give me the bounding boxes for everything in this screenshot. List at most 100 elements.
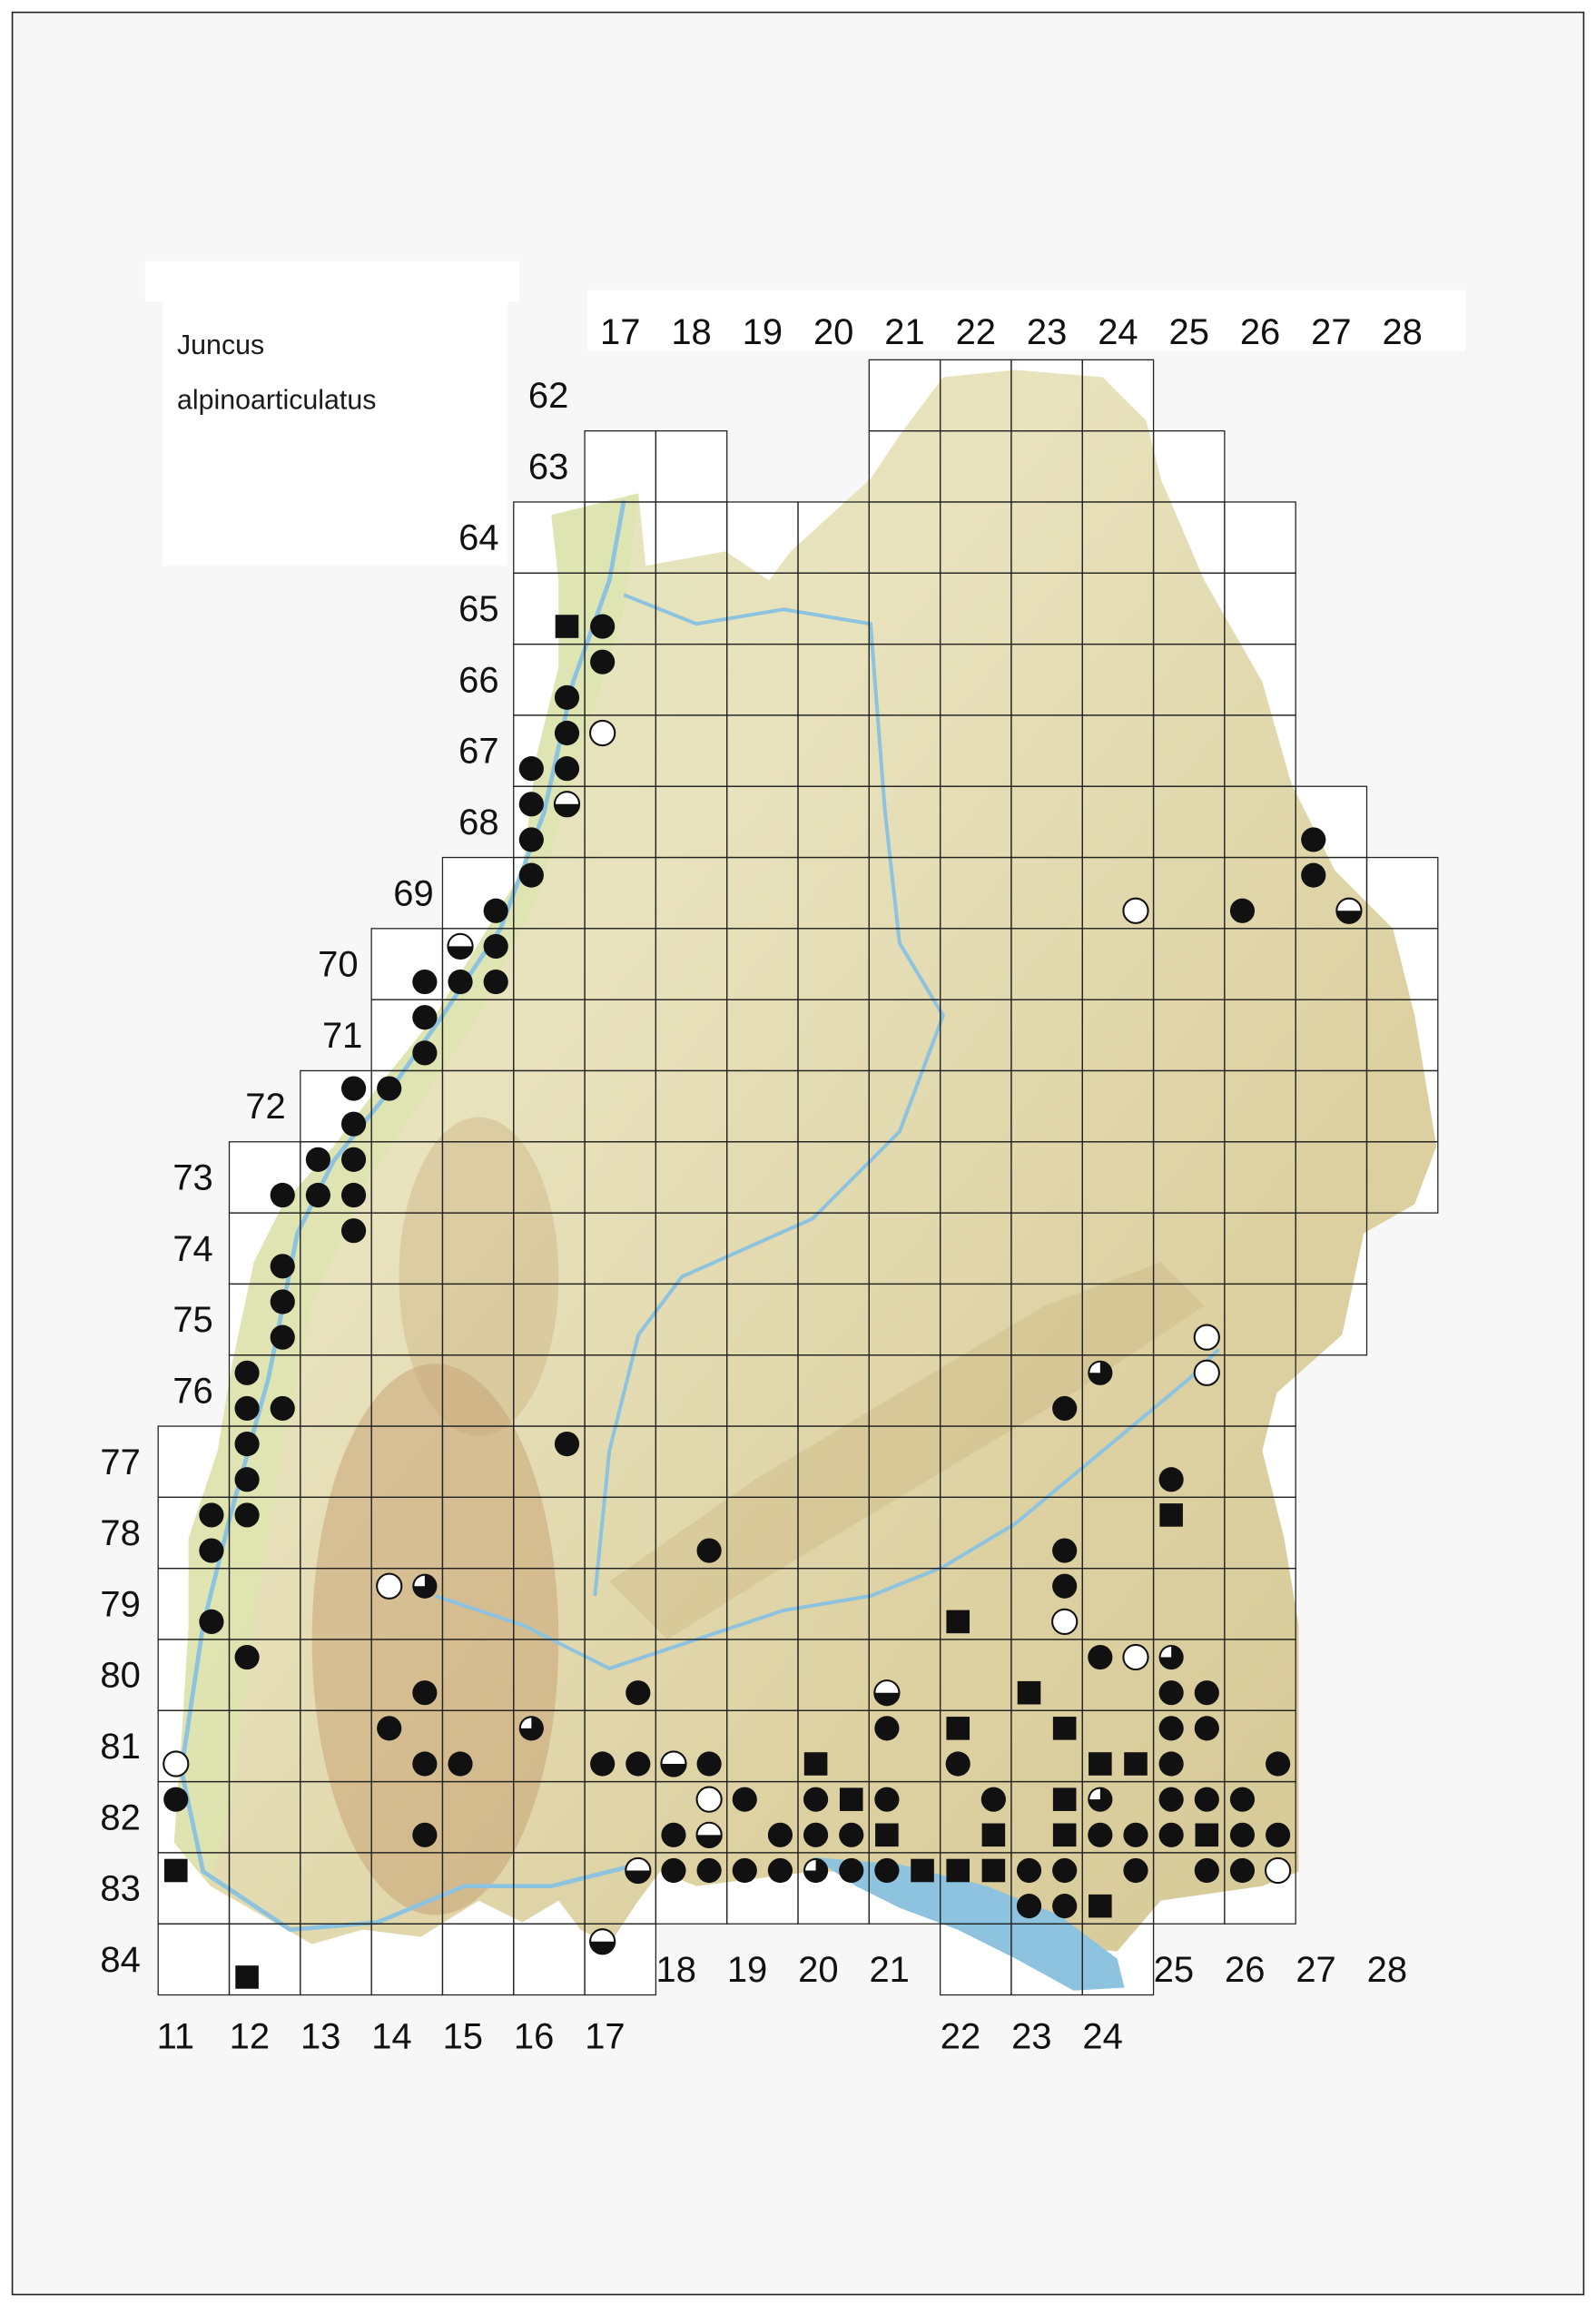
column-label-bottom: 16 — [514, 2017, 554, 2057]
row-label: 83 — [100, 1869, 140, 1909]
grid-cell — [1081, 1923, 1155, 1996]
open-circle-marker — [163, 1750, 190, 1777]
filled-circle-marker — [234, 1644, 260, 1670]
open-circle-marker — [695, 1786, 723, 1813]
filled-circle-marker — [234, 1360, 260, 1385]
filled-circle-marker — [483, 898, 508, 923]
open-circle-marker — [1122, 1643, 1149, 1671]
row-label: 63 — [528, 447, 568, 487]
filled-circle-marker — [412, 1040, 438, 1066]
column-label-top: 20 — [813, 312, 853, 352]
filled-square-marker — [981, 1823, 1006, 1847]
three-quarter-filled-circle-marker — [1158, 1644, 1184, 1670]
swabian-jura-relief — [609, 1262, 1205, 1639]
filled-circle-marker — [1016, 1857, 1042, 1884]
filled-circle-marker — [1016, 1894, 1042, 1919]
grid-cell — [1365, 1141, 1439, 1214]
filled-square-marker — [235, 1965, 259, 1989]
row-label: 67 — [458, 732, 498, 772]
filled-circle-marker — [590, 1751, 616, 1777]
filled-circle-marker — [234, 1395, 260, 1422]
row-label: 64 — [458, 518, 498, 558]
land-relief — [173, 369, 1437, 1952]
grid-cell — [584, 1923, 657, 1996]
filled-circle-marker — [518, 827, 544, 852]
filled-circle-marker — [340, 1147, 367, 1172]
filled-circle-marker — [839, 1822, 864, 1847]
grid-labels: 17 18 19 20 21 22 23 24 25 26 27 28 62 63 64 65 66 67 68 69… — [100, 312, 1422, 2057]
three-quarter-filled-circle-marker — [1088, 1360, 1113, 1385]
column-label-bottom: 25 — [1154, 1950, 1194, 1990]
grid-cell — [1224, 1852, 1296, 1925]
column-label-band — [587, 290, 1466, 351]
species-genus: Juncus — [176, 330, 265, 361]
row-label: 62 — [528, 376, 568, 416]
row-label: 68 — [458, 802, 498, 842]
filled-circle-marker — [1052, 1573, 1078, 1599]
three-quarter-filled-circle-marker — [1088, 1787, 1113, 1812]
row-label: 71 — [322, 1016, 362, 1056]
filled-circle-marker — [1194, 1680, 1219, 1706]
column-label-bottom: 20 — [798, 1950, 838, 1990]
filled-circle-marker — [518, 756, 544, 782]
filled-circle-marker — [874, 1787, 900, 1812]
column-label-bottom: 17 — [585, 2017, 625, 2057]
half-filled-circle-marker — [589, 1928, 616, 1955]
filled-circle-marker — [270, 1324, 295, 1350]
filled-circle-marker — [980, 1787, 1006, 1812]
open-circle-marker — [589, 719, 616, 747]
occurrence-markers — [163, 614, 1363, 1989]
filled-circle-marker — [1194, 1857, 1219, 1884]
filled-square-marker — [1052, 1717, 1077, 1740]
filled-circle-marker — [554, 720, 580, 746]
filled-circle-marker — [1052, 1857, 1078, 1884]
grid-cell-bg — [371, 1924, 443, 1995]
filled-square-marker — [875, 1823, 899, 1847]
filled-circle-marker — [377, 1716, 402, 1741]
row-label: 82 — [100, 1797, 140, 1837]
filled-circle-marker — [696, 1857, 722, 1884]
filled-circle-marker — [554, 1432, 580, 1457]
filled-circle-marker — [340, 1076, 367, 1101]
column-label-top: 17 — [600, 312, 640, 352]
row-label: 77 — [100, 1442, 140, 1482]
grid-cell — [1295, 1283, 1368, 1356]
filled-circle-marker — [270, 1254, 295, 1279]
row-label: 72 — [245, 1087, 285, 1127]
row-label: 84 — [100, 1940, 140, 1980]
filled-circle-marker — [1266, 1751, 1291, 1777]
row-label: 73 — [172, 1158, 212, 1198]
column-label-bottom: 27 — [1296, 1950, 1335, 1990]
filled-square-marker — [1089, 1752, 1112, 1776]
row-label: 69 — [393, 873, 433, 913]
filled-circle-marker — [1158, 1680, 1184, 1706]
filled-circle-marker — [234, 1432, 260, 1457]
filled-circle-marker — [732, 1857, 757, 1884]
row-label: 81 — [100, 1727, 140, 1767]
open-circle-marker — [1051, 1608, 1079, 1636]
filled-circle-marker — [661, 1857, 686, 1884]
row-label: 66 — [458, 660, 498, 700]
filled-circle-marker — [234, 1502, 260, 1528]
column-label-top: 19 — [743, 312, 783, 352]
filled-circle-marker — [1266, 1822, 1291, 1847]
filled-circle-marker — [1052, 1894, 1078, 1919]
open-circle-marker — [1122, 897, 1149, 924]
filled-circle-marker — [412, 1751, 438, 1777]
grid-cell-bg — [585, 430, 656, 502]
filled-circle-marker — [767, 1822, 793, 1847]
filled-circle-marker — [554, 684, 580, 710]
filled-square-marker — [911, 1858, 934, 1883]
filled-circle-marker — [1158, 1716, 1184, 1741]
half-filled-circle-marker — [447, 932, 474, 960]
filled-circle-marker — [305, 1182, 330, 1208]
filled-circle-marker — [270, 1182, 295, 1208]
column-label-bottom: 12 — [230, 2017, 270, 2057]
half-filled-circle-marker — [1335, 897, 1363, 924]
filled-square-marker — [1017, 1680, 1041, 1705]
filled-circle-marker — [554, 756, 580, 782]
three-quarter-filled-circle-marker — [412, 1573, 438, 1599]
column-label-bottom: 11 — [157, 2017, 194, 2057]
northern-black-forest-relief — [399, 1117, 559, 1437]
